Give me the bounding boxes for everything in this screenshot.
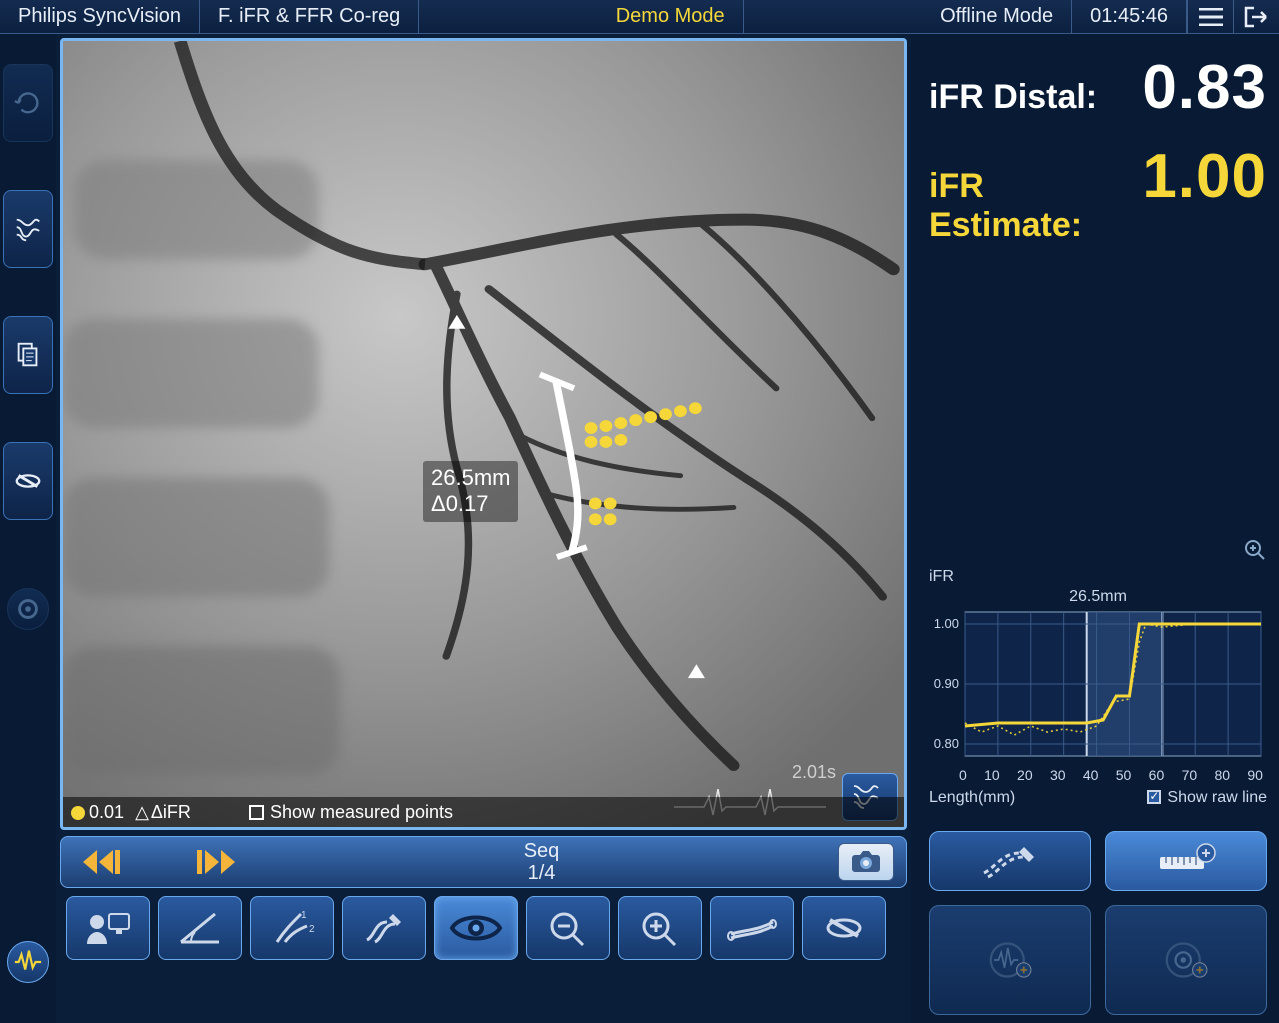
clock-label: 01:45:46 <box>1072 0 1187 33</box>
zoom-in-icon <box>638 908 682 948</box>
show-raw-checkbox[interactable]: Show raw line <box>1147 789 1267 807</box>
zoom-in-button[interactable] <box>618 896 702 960</box>
exit-button[interactable] <box>1233 0 1279 33</box>
angio-bottom-bar: 0.01 △ΔiFR Show measured points <box>63 797 904 827</box>
edit-coreg-button[interactable] <box>929 831 1091 891</box>
chart-x-label: Length(mm) <box>929 789 1015 807</box>
edit-coreg-icon <box>978 839 1042 883</box>
seq-label: Seq <box>245 840 838 862</box>
bottom-toolbar: 12 <box>60 896 907 968</box>
caliper-bottom-button[interactable] <box>802 896 886 960</box>
angio-measurement-label: 26.5mm Δ0.17 <box>423 461 518 522</box>
snapshot-button[interactable] <box>838 843 894 881</box>
delta-ifr-label: ΔiFR <box>151 802 191 822</box>
ifr-distal-label: iFR Distal: <box>929 78 1097 117</box>
exit-icon <box>1244 6 1270 28</box>
measurement-mm: 26.5mm <box>431 465 510 490</box>
step-forward-icon <box>195 847 239 877</box>
measurement-delta: Δ0.17 <box>431 491 489 516</box>
brand-label: Philips SyncVision <box>0 0 200 33</box>
angiogram-image <box>63 41 904 827</box>
waveform-tool-button[interactable] <box>7 941 49 983</box>
magnifier-plus-icon <box>1243 538 1267 562</box>
view-button[interactable] <box>434 896 518 960</box>
vessel-icon <box>13 214 43 244</box>
record-plus-icon <box>1154 938 1218 982</box>
step-back-button[interactable] <box>73 844 129 880</box>
chart-region-label: 26.5mm <box>929 588 1267 606</box>
hamburger-icon <box>1199 8 1223 26</box>
rotate-icon <box>13 88 43 118</box>
ifr-estimate-label: iFR Estimate: <box>929 167 1142 245</box>
angle-icon <box>175 908 225 948</box>
ruler-plus-icon <box>1154 839 1218 883</box>
seq-value: 1/4 <box>245 862 838 884</box>
svg-text:1: 1 <box>301 910 307 921</box>
chart-y-label: iFR <box>929 568 1267 586</box>
delta-ifr-value: 0.01 <box>89 802 124 822</box>
right-panel: iFR Distal: 0.83 iFR Estimate: 1.00 iFR … <box>911 34 1279 1023</box>
demo-mode-label: Demo Mode <box>598 0 744 33</box>
svg-text:1.00: 1.00 <box>934 616 959 631</box>
camera-icon <box>850 850 882 874</box>
svg-text:0.80: 0.80 <box>934 736 959 751</box>
delta-ifr-indicator: 0.01 △ΔiFR <box>71 802 191 823</box>
eye-icon <box>448 908 504 948</box>
offline-mode-label: Offline Mode <box>922 0 1072 33</box>
waveform-add-button[interactable] <box>929 905 1091 1015</box>
top-bar: Philips SyncVision F. iFR & FFR Co-reg D… <box>0 0 1279 34</box>
record-tool-button[interactable] <box>7 588 49 630</box>
menu-button[interactable] <box>1187 0 1233 33</box>
ifr-chart-panel: iFR 26.5mm 0.80 0.90 1.00 0102030405060708… <box>929 568 1267 807</box>
frame-time-label: 2.01s <box>792 762 836 783</box>
playback-bar: Seq 1/4 <box>60 836 907 888</box>
measure-tool-button[interactable] <box>3 442 53 520</box>
waveform-plus-icon <box>978 938 1042 982</box>
zoom-out-button[interactable] <box>526 896 610 960</box>
stent-icon <box>725 908 779 948</box>
chart-zoom-button[interactable] <box>1243 538 1267 562</box>
bifurcation-icon: 12 <box>267 908 317 948</box>
show-raw-label: Show raw line <box>1167 789 1267 806</box>
vessel-tool-button[interactable] <box>3 190 53 268</box>
chart-x-ticks: 0102030405060708090 <box>929 767 1267 783</box>
right-action-buttons <box>929 831 1267 1015</box>
record-add-button[interactable] <box>1105 905 1267 1015</box>
left-toolbar <box>0 34 56 1023</box>
show-measured-label: Show measured points <box>270 802 453 822</box>
documents-icon <box>13 340 43 370</box>
bifurcation-tool-button[interactable]: 12 <box>250 896 334 960</box>
stent-tool-button[interactable] <box>710 896 794 960</box>
angiogram-viewport[interactable]: 26.5mm Δ0.17 2.01s 0.01 △ΔiFR Show measu… <box>60 38 907 830</box>
ifr-estimate-value: 1.00 <box>1142 141 1267 212</box>
caliper-icon <box>822 908 866 948</box>
edit-vessel-icon <box>359 908 409 948</box>
ifr-chart[interactable]: 0.80 0.90 1.00 <box>929 608 1265 760</box>
edit-vessel-button[interactable] <box>342 896 426 960</box>
patient-monitor-button[interactable] <box>66 896 150 960</box>
svg-text:0.90: 0.90 <box>934 676 959 691</box>
copy-tool-button[interactable] <box>3 316 53 394</box>
ifr-distal-value: 0.83 <box>1142 52 1267 123</box>
sequence-indicator: Seq 1/4 <box>245 840 838 884</box>
zoom-out-icon <box>546 908 590 948</box>
rotate-tool-button[interactable] <box>3 64 53 142</box>
step-forward-button[interactable] <box>189 844 245 880</box>
angle-tool-button[interactable] <box>158 896 242 960</box>
waveform-icon <box>13 947 43 977</box>
study-label: F. iFR & FFR Co-reg <box>200 0 419 33</box>
svg-text:2: 2 <box>309 924 315 935</box>
caliper-icon <box>13 466 43 496</box>
step-back-icon <box>79 847 123 877</box>
show-measured-checkbox[interactable]: Show measured points <box>249 802 453 823</box>
circle-icon <box>13 594 43 624</box>
patient-monitor-icon <box>83 908 133 948</box>
ruler-add-button[interactable] <box>1105 831 1267 891</box>
